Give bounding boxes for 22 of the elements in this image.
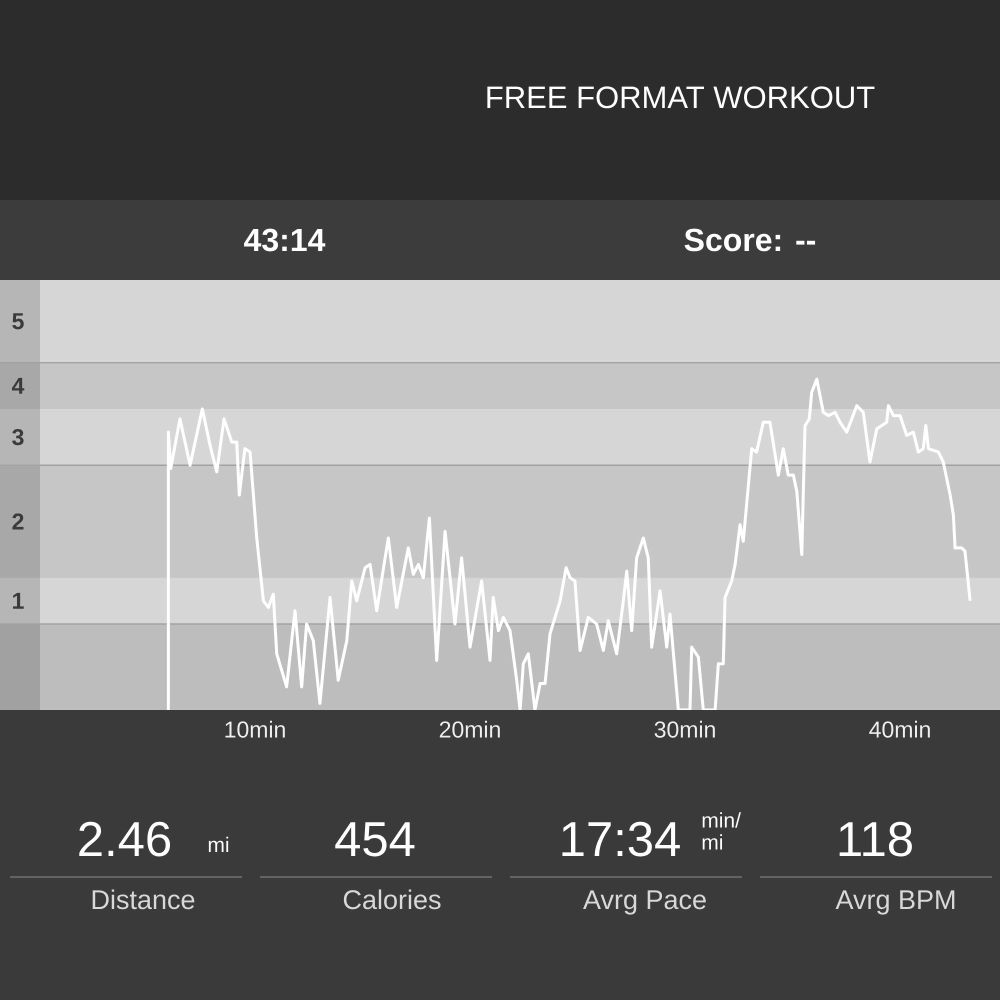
band-label: 1 [13,592,24,609]
text: mi [208,836,228,852]
chart-title: FREE FORMAT WORKOUT [487,86,874,108]
text: 118 [840,822,912,856]
band-label: 2 [12,513,24,530]
x-tick-label: 10min [225,720,285,738]
text: 2.46 [79,822,170,856]
x-tick-label: 30min [654,720,715,738]
x-tick-label: 40min [869,720,930,738]
text: min/ mi [702,812,741,850]
x-tick-label: 20min [440,720,500,738]
text: Avrg Pace [583,890,706,915]
text: Distance [92,889,194,910]
text: 454 [335,822,414,856]
band-label: 5 [12,313,24,330]
text: Avrg BPM [836,890,954,915]
text: Score: -- [684,228,816,252]
band-label: 3 [12,428,24,446]
band-label: 4 [12,378,24,394]
text: 43:14 [244,228,326,252]
text: 17:34 [562,822,680,856]
text: Calories [344,889,441,910]
